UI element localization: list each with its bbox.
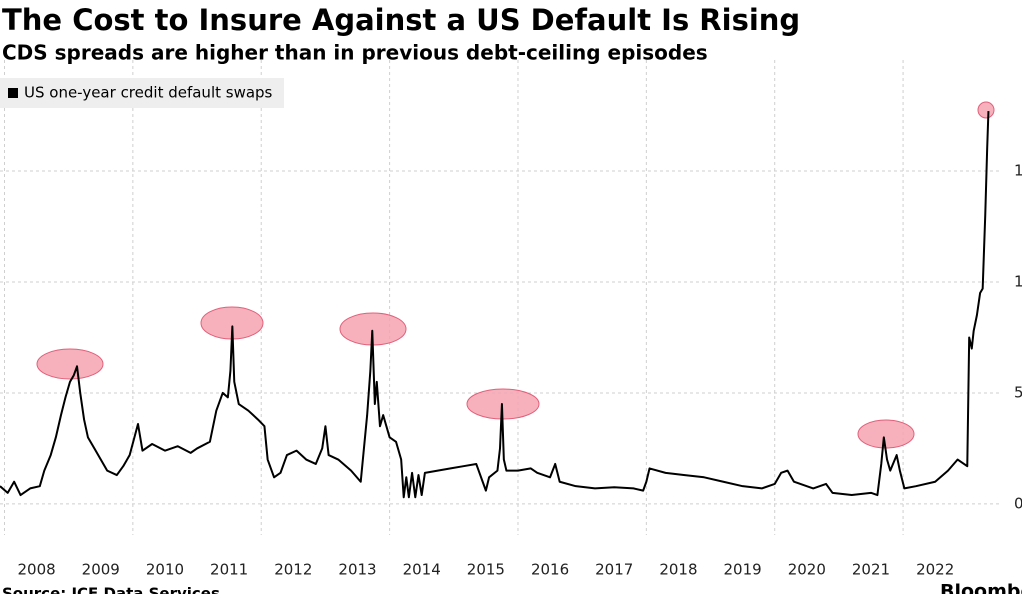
highlights bbox=[36, 101, 995, 449]
plot-area: 0 50 100 150 2008 2009 2010 2011 2012 2013 2014 201… bbox=[0, 60, 1022, 579]
chart-title: The Cost to Insure Against a US Default … bbox=[2, 3, 800, 37]
series-layer bbox=[0, 111, 990, 499]
highlight bbox=[977, 101, 995, 119]
x-tick-label: 2009 bbox=[82, 561, 120, 579]
x-tick-label: 2008 bbox=[17, 561, 55, 579]
x-tick-label: 2021 bbox=[852, 561, 890, 579]
chart-subtitle: CDS spreads are higher than in previous … bbox=[2, 41, 708, 65]
legend-box bbox=[0, 78, 284, 108]
y-tick-label: 50 bbox=[1014, 383, 1022, 401]
y-tick-label: 100 bbox=[1014, 272, 1022, 290]
highlight bbox=[857, 419, 915, 449]
x-tick-label: 2019 bbox=[724, 561, 762, 579]
legend-label: US one-year credit default swaps bbox=[24, 84, 273, 102]
highlight bbox=[36, 348, 104, 380]
x-tick-label: 2012 bbox=[274, 561, 312, 579]
source: Source: ICE Data Services bbox=[2, 585, 220, 594]
x-tick-label: 2013 bbox=[338, 561, 376, 579]
y-tick-label: 0 bbox=[1014, 494, 1022, 512]
x-tick-label: 2014 bbox=[403, 561, 441, 579]
legend-swatch bbox=[8, 88, 18, 98]
y-tick-label: 150 bbox=[1014, 161, 1022, 179]
x-tick-label: 2018 bbox=[659, 561, 697, 579]
x-tick-label: 2016 bbox=[531, 561, 569, 579]
brand: Bloomberg bbox=[940, 581, 1022, 594]
x-tick-label: 2022 bbox=[916, 561, 954, 579]
x-tick-label: 2015 bbox=[467, 561, 505, 579]
x-tick-label: 2020 bbox=[788, 561, 826, 579]
x-tick-label: 2017 bbox=[595, 561, 633, 579]
series-line bbox=[0, 111, 990, 499]
x-tick-label: 2010 bbox=[146, 561, 184, 579]
x-tick-label: 2011 bbox=[210, 561, 248, 579]
